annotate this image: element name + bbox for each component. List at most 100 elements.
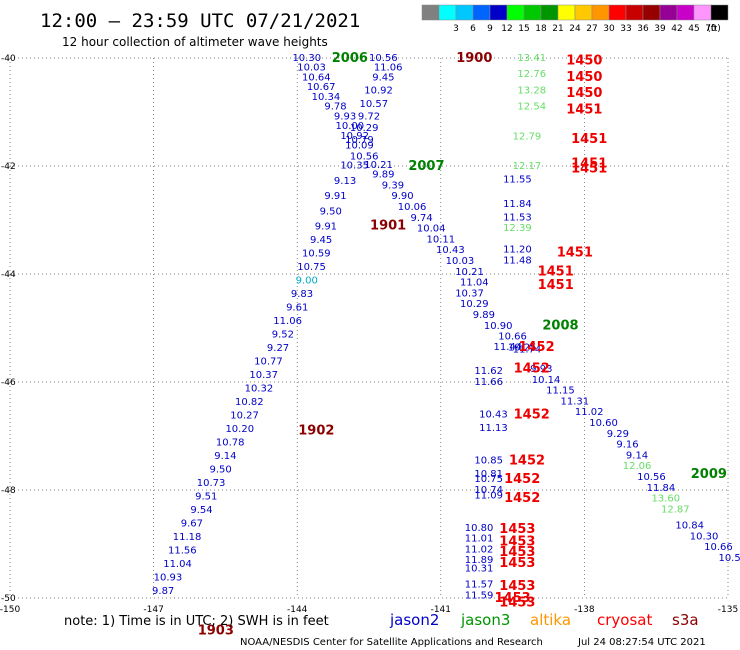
wave-height-label: 10.21: [455, 267, 484, 278]
wave-height-label: 10.84: [675, 521, 704, 532]
satellite-name-altika: altika: [530, 611, 571, 629]
wave-height-label: 9.91: [315, 221, 337, 232]
wave-height-label: 10.81: [474, 469, 503, 480]
wave-height-label: 11.89: [465, 555, 494, 566]
wave-height-label: 10.92: [340, 131, 369, 142]
wave-height-label: 13.28: [517, 85, 546, 96]
wave-height-label: 9.83: [291, 289, 313, 300]
wave-height-label: 10.75: [474, 474, 503, 485]
legend-swatch: [574, 4, 593, 21]
wave-height-label: 10.59: [302, 248, 331, 259]
wave-height-label: 9.87: [152, 586, 174, 597]
satellite-name-jason2: jason2: [389, 611, 439, 629]
wave-height-label: 10.11: [426, 234, 455, 245]
legend-swatch: [710, 4, 729, 21]
plot-area: 10.3010.0310.6410.6710.349.789.9310.0010…: [0, 51, 740, 638]
wave-height-label: 10.31: [465, 563, 494, 574]
pass-time-label: 2009: [691, 467, 727, 482]
wave-height-label: 9.51: [195, 491, 217, 502]
pass-time-label: 1452: [509, 453, 545, 468]
wave-height-label: 10.04: [417, 224, 446, 235]
legend-label: 30: [603, 24, 615, 34]
wave-height-label: 10.77: [254, 356, 283, 367]
wave-height-label: 9.45: [372, 72, 394, 83]
wave-height-label: 10.35: [340, 160, 369, 171]
wave-height-label: 9.90: [391, 191, 413, 202]
wave-height-label: 9.61: [286, 302, 308, 313]
wave-height-label: 10.27: [230, 410, 259, 421]
satellite-name-s3a: s3a: [672, 611, 699, 629]
wave-height-label: 10.20: [225, 424, 254, 435]
wave-height-label: 10.00: [336, 121, 365, 132]
wave-height-label: 9.50: [320, 206, 342, 217]
wave-height-label: 10.60: [589, 418, 618, 429]
wave-height-label: 12.79: [513, 131, 542, 142]
wave-height-labels: 10.3010.0310.6410.6710.349.789.9310.0010…: [152, 53, 740, 601]
wave-height-label: 9.52: [272, 329, 294, 340]
legend-swatch: [591, 4, 610, 21]
legend-swatch: [489, 4, 508, 21]
pass-time-label: 1453: [499, 579, 535, 594]
wave-height-label: 10.78: [216, 437, 245, 448]
legend-swatch: [438, 4, 457, 21]
wave-height-label: 10.79: [345, 135, 374, 146]
wave-height-label: 10.66: [498, 332, 527, 343]
wave-height-label: 11.04: [460, 278, 489, 289]
wave-height-label: 11.01: [465, 534, 494, 545]
wave-height-label: 11.04: [163, 559, 192, 570]
wave-height-label: 13.60: [651, 494, 680, 505]
legend-label: 36: [637, 24, 649, 34]
lat-tick-label: -44: [1, 270, 16, 280]
legend-label: 27: [586, 24, 597, 34]
wave-height-label: 9.93: [530, 364, 552, 375]
wave-height-label: 10.43: [436, 245, 465, 256]
wave-height-label: 11.48: [503, 256, 532, 267]
pass-time-label: 1453: [499, 556, 535, 571]
legend-label: 33: [620, 24, 631, 34]
wave-height-label: 11.74: [513, 345, 542, 356]
lat-tick-label: -42: [1, 162, 16, 172]
wave-height-label: 10.93: [154, 572, 183, 583]
pass-time-label: 1452: [504, 472, 540, 487]
legend-swatch: [625, 4, 644, 21]
pass-time-label: 1451: [571, 162, 607, 177]
wave-height-label: 10.30: [690, 531, 719, 542]
wave-height-label: 10.56: [369, 53, 398, 64]
wave-height-label: 10.82: [235, 397, 264, 408]
pass-time-labels: 2006 190020071901200819022009190314501450…: [198, 51, 727, 638]
wave-height-label: 9.14: [626, 450, 648, 461]
wave-height-label: 11.62: [474, 366, 503, 377]
wave-height-label: 11.09: [474, 490, 503, 501]
legend-swatch: [472, 4, 491, 21]
wave-height-label: 9.89: [372, 170, 394, 181]
wave-height-label: 10.29: [460, 299, 489, 310]
wave-height-label: 9.67: [181, 518, 203, 529]
wave-height-label: 12.54: [517, 102, 546, 113]
pass-time-label: 1452: [504, 491, 540, 506]
pass-time-label: 1902: [298, 424, 334, 439]
wave-height-label: 10.06: [398, 202, 427, 213]
wave-height-label: 9.29: [607, 429, 629, 440]
pass-time-label: 2008: [542, 318, 578, 333]
legend-label: 21: [552, 24, 563, 34]
wave-height-label: 10.09: [345, 140, 374, 151]
satellite-name-jason3: jason3: [460, 611, 510, 629]
lon-tick-label: -135: [718, 605, 738, 615]
legend-label: 42: [671, 24, 682, 34]
legend-unit: (ft): [707, 24, 721, 34]
legend-label: 45: [688, 24, 699, 34]
pass-time-label: 1452: [514, 362, 550, 377]
wave-height-label: 9.93: [334, 111, 356, 122]
wave-height-label: 9.78: [324, 102, 346, 113]
lat-tick-label: -50: [1, 594, 16, 604]
lon-tick-label: -141: [431, 605, 451, 615]
wave-height-label: 10.32: [245, 383, 274, 394]
wave-height-label: 10.66: [704, 542, 733, 553]
wave-height-label: 10.90: [484, 321, 513, 332]
wave-height-label: 9.91: [324, 191, 346, 202]
wave-height-label: 11.20: [503, 245, 532, 256]
wave-height-label: 10.29: [350, 123, 379, 134]
wave-height-label: 9.54: [190, 505, 212, 516]
wave-height-label: 10.03: [297, 63, 326, 74]
